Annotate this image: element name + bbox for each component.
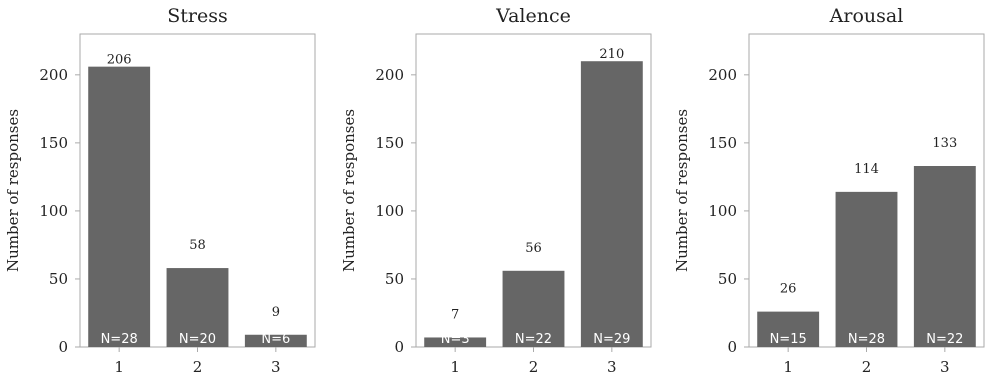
data-label: 58: [189, 238, 206, 253]
data-label: 56: [525, 241, 542, 256]
data-label: 210: [599, 47, 624, 62]
bar-1: [757, 311, 820, 347]
bar-3: [580, 61, 643, 347]
y-tick-label: 200: [39, 66, 68, 84]
bar-2: [835, 191, 898, 347]
y-tick-label: 150: [39, 134, 68, 152]
y-tick-label: 150: [375, 134, 404, 152]
n-label: N=15: [770, 332, 807, 347]
y-tick-label: 100: [39, 202, 68, 220]
bar-3: [913, 166, 976, 347]
y-tick-label: 50: [718, 270, 737, 288]
y-tick-label: 200: [708, 66, 737, 84]
bar-1: [88, 66, 151, 348]
y-tick-label: 0: [394, 338, 404, 356]
y-tick-label: 50: [49, 270, 68, 288]
data-label: 133: [932, 136, 957, 151]
y-tick-label: 0: [58, 338, 68, 356]
x-tick-label: 3: [940, 358, 950, 376]
data-label: 9: [272, 305, 280, 320]
n-label: N=22: [926, 332, 963, 347]
y-axis-label: Number of responses: [4, 109, 22, 272]
bar-1: [424, 337, 487, 347]
chart-title: Valence: [495, 5, 571, 27]
y-tick-label: 100: [708, 202, 737, 220]
y-tick-label: 150: [708, 134, 737, 152]
n-label: N=22: [515, 332, 552, 347]
y-axis-label: Number of responses: [673, 109, 691, 272]
bar-2: [166, 268, 229, 347]
x-tick-label: 1: [114, 358, 124, 376]
n-label: N=29: [593, 332, 630, 347]
n-label: N=20: [179, 332, 216, 347]
x-tick-label: 2: [862, 358, 872, 376]
x-tick-label: 1: [783, 358, 793, 376]
y-tick-label: 50: [385, 270, 404, 288]
y-tick-label: 100: [375, 202, 404, 220]
bar-2: [502, 270, 565, 347]
n-label: N=6: [261, 332, 290, 347]
bar-3: [244, 334, 307, 347]
y-tick-label: 200: [375, 66, 404, 84]
y-tick-label: 0: [727, 338, 737, 356]
data-label: 206: [107, 53, 132, 68]
chart-title: Arousal: [829, 5, 904, 27]
n-label: N=28: [101, 332, 138, 347]
chart-title: Stress: [167, 5, 227, 27]
x-tick-label: 2: [193, 358, 203, 376]
x-tick-label: 3: [271, 358, 281, 376]
n-label: N=3: [441, 332, 470, 347]
y-axis-label: Number of responses: [340, 109, 358, 272]
x-tick-label: 3: [607, 358, 617, 376]
data-label: 26: [780, 282, 797, 297]
n-label: N=28: [848, 332, 885, 347]
data-label: 7: [451, 307, 459, 322]
x-tick-label: 1: [450, 358, 460, 376]
x-tick-label: 2: [529, 358, 539, 376]
data-label: 114: [854, 162, 879, 177]
